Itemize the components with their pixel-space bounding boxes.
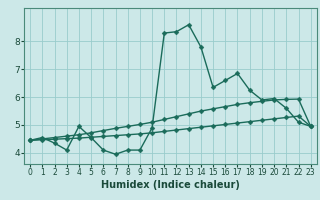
X-axis label: Humidex (Indice chaleur): Humidex (Indice chaleur) (101, 180, 240, 190)
